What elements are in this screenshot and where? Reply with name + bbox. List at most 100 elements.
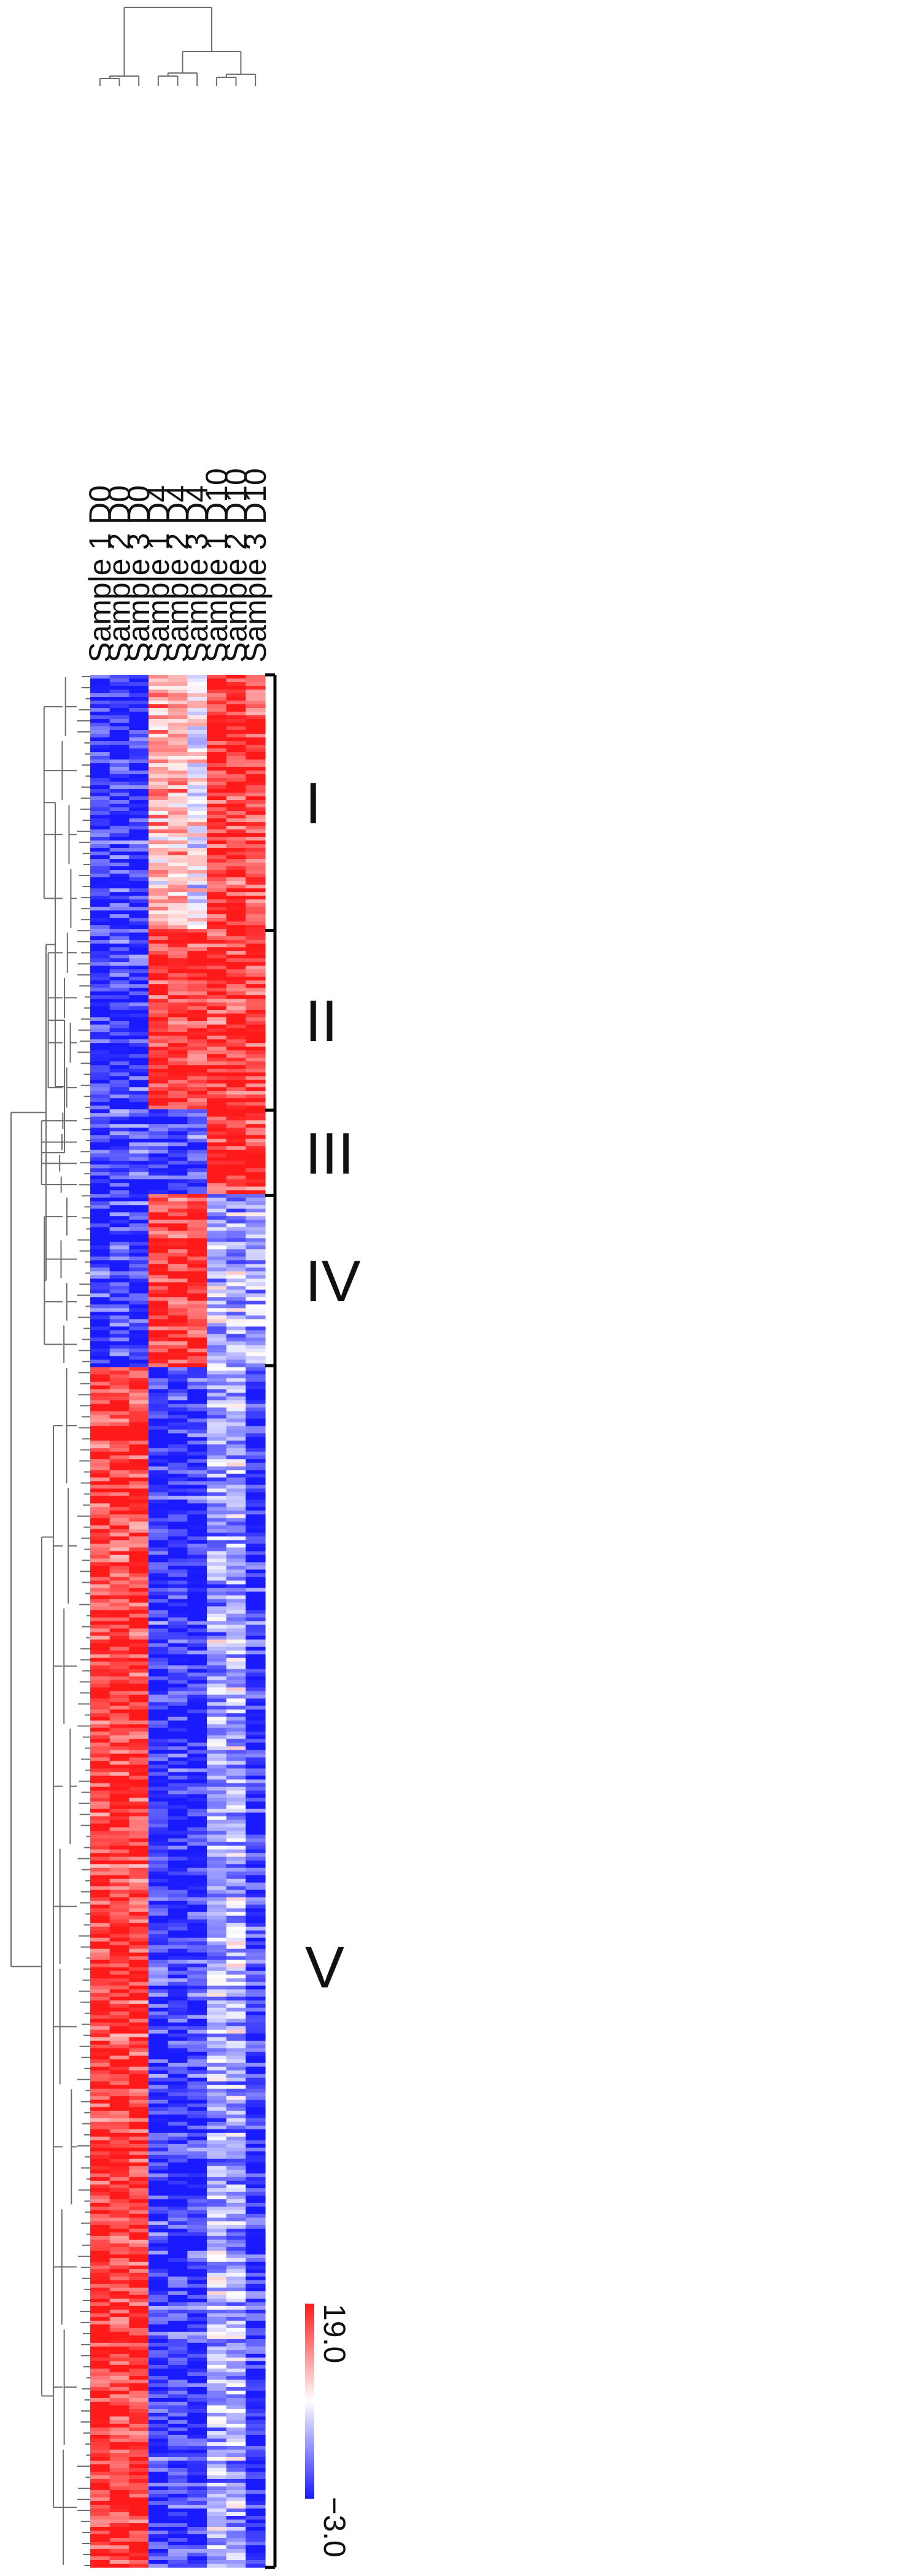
- heatmap-cell: [246, 2188, 266, 2193]
- heatmap-cell: [90, 1396, 110, 1401]
- heatmap-cell: [226, 1271, 246, 1275]
- heatmap-cell: [207, 962, 227, 966]
- heatmap-cell: [149, 2096, 169, 2101]
- heatmap-cell: [129, 1985, 149, 1990]
- heatmap-cell: [90, 1904, 110, 1909]
- heatmap-cell: [207, 1128, 227, 1132]
- heatmap-cell: [168, 1624, 188, 1629]
- heatmap-cell: [246, 1308, 266, 1312]
- heatmap-cell: [149, 881, 169, 885]
- heatmap-cell: [90, 1161, 110, 1165]
- heatmap-cell: [129, 2427, 149, 2432]
- heatmap-cell: [226, 2335, 246, 2340]
- heatmap-cell: [129, 995, 149, 999]
- heatmap-cell: [90, 1801, 110, 1806]
- heatmap-cell: [246, 1831, 266, 1836]
- heatmap-cell: [187, 756, 207, 760]
- heatmap-cell: [207, 837, 227, 841]
- heatmap-cell: [109, 1499, 130, 1504]
- heatmap-cell: [226, 1779, 246, 1784]
- heatmap-cell: [226, 785, 246, 790]
- heatmap-cell: [187, 1164, 207, 1169]
- heatmap-cell: [129, 1161, 149, 1165]
- heatmap-cell: [246, 1746, 266, 1751]
- heatmap-cell: [226, 2199, 246, 2204]
- heatmap-cell: [207, 2294, 227, 2299]
- heatmap-cell: [109, 2143, 130, 2148]
- heatmap-cell: [226, 2302, 246, 2307]
- heatmap-cell: [109, 2261, 130, 2266]
- heatmap-cell: [207, 778, 227, 782]
- heatmap-cell: [187, 2368, 207, 2373]
- heatmap-cell: [90, 2228, 110, 2233]
- heatmap-cell: [246, 2059, 266, 2064]
- heatmap-cell: [109, 1687, 130, 1692]
- heatmap-cell: [90, 1521, 110, 1526]
- heatmap-cell: [168, 2364, 188, 2369]
- heatmap-cell: [187, 1757, 207, 1762]
- heatmap-cell: [109, 1562, 130, 1567]
- heatmap-cell: [129, 1923, 149, 1928]
- heatmap-cell: [109, 1264, 130, 1268]
- heatmap-cell: [129, 2372, 149, 2377]
- heatmap-cell: [168, 2011, 188, 2016]
- heatmap-cell: [129, 2015, 149, 2020]
- heatmap-cell: [129, 1555, 149, 1559]
- heatmap-cell: [187, 944, 207, 948]
- heatmap-cell: [90, 1440, 110, 1445]
- heatmap-cell: [207, 1518, 227, 1523]
- heatmap-cell: [226, 1702, 246, 1707]
- heatmap-cell: [187, 925, 207, 929]
- heatmap-cell: [129, 2445, 149, 2450]
- heatmap-cell: [207, 2096, 227, 2101]
- heatmap-cell: [90, 1293, 110, 1298]
- heatmap-cell: [168, 1735, 188, 1740]
- heatmap-cell: [168, 1072, 188, 1077]
- heatmap-cell: [149, 2007, 169, 2012]
- heatmap-cell: [246, 2022, 266, 2027]
- heatmap-cell: [246, 2486, 266, 2491]
- heatmap-cell: [246, 2037, 266, 2042]
- heatmap-cell: [168, 844, 188, 848]
- heatmap-cell: [168, 1168, 188, 1172]
- heatmap-cell: [109, 940, 130, 944]
- heatmap-cell: [246, 2515, 266, 2520]
- heatmap-cell: [207, 2534, 227, 2539]
- heatmap-cell: [129, 1139, 149, 1143]
- heatmap-cell: [207, 2188, 227, 2193]
- heatmap-cell: [109, 1286, 130, 1290]
- heatmap-cell: [109, 1930, 130, 1935]
- heatmap-cell: [149, 1901, 169, 1905]
- heatmap-cell: [246, 2210, 266, 2215]
- heatmap-cell: [246, 2331, 266, 2336]
- heatmap-cell: [226, 910, 246, 915]
- heatmap-cell: [129, 991, 149, 996]
- heatmap-cell: [168, 995, 188, 999]
- heatmap-cell: [149, 2519, 169, 2524]
- heatmap-cell: [207, 1731, 227, 1736]
- heatmap-cell: [109, 859, 130, 863]
- heatmap-cell: [187, 1930, 207, 1935]
- heatmap-cell: [109, 818, 130, 823]
- heatmap-cell: [168, 2077, 188, 2082]
- heatmap-cell: [246, 2026, 266, 2031]
- heatmap-cell: [90, 1941, 110, 1946]
- heatmap-cell: [187, 1216, 207, 1220]
- heatmap-cell: [226, 2486, 246, 2491]
- heatmap-cell: [226, 991, 246, 996]
- heatmap-cell: [226, 1334, 246, 1338]
- heatmap-cell: [226, 1113, 246, 1117]
- heatmap-cell: [129, 2136, 149, 2141]
- heatmap-cell: [149, 2379, 169, 2384]
- heatmap-cell: [226, 2364, 246, 2369]
- heatmap-cell: [207, 1470, 227, 1475]
- heatmap-cell: [187, 1404, 207, 1408]
- heatmap-cell: [226, 1569, 246, 1574]
- heatmap-cell: [226, 2375, 246, 2380]
- heatmap-cell: [246, 1466, 266, 1471]
- heatmap-cell: [109, 1433, 130, 1437]
- heatmap-cell: [149, 767, 169, 771]
- heatmap-cell: [226, 2243, 246, 2248]
- heatmap-cell: [226, 1153, 246, 1158]
- heatmap-cell: [187, 1923, 207, 1928]
